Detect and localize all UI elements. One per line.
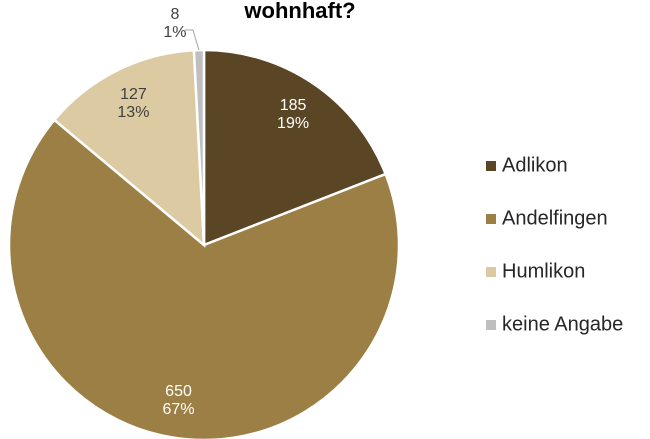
percent-label: 19% xyxy=(277,115,309,132)
legend-label: Andelfingen xyxy=(502,207,608,229)
pie-slice xyxy=(7,118,401,439)
legend-swatch xyxy=(486,161,496,171)
pie-slice xyxy=(52,48,206,248)
legend-swatch xyxy=(486,214,496,224)
legend-label: keine Angabe xyxy=(502,313,623,335)
legend-label: Adlikon xyxy=(502,154,568,176)
chart-title: wohnhaft? xyxy=(243,0,355,23)
percent-label: 67% xyxy=(163,401,195,418)
data-label: 650 xyxy=(165,383,192,400)
pie-slice xyxy=(202,48,388,247)
pie-slice xyxy=(192,48,206,246)
legend-swatch xyxy=(486,320,496,330)
leader-line xyxy=(184,29,200,51)
data-label: 8 xyxy=(170,6,179,23)
legend-label: Humlikon xyxy=(502,260,585,282)
percent-label: 13% xyxy=(117,104,149,121)
data-label: 127 xyxy=(120,86,147,103)
percent-label: 1% xyxy=(163,24,186,41)
data-label: 185 xyxy=(280,97,307,114)
legend-swatch xyxy=(486,267,496,277)
